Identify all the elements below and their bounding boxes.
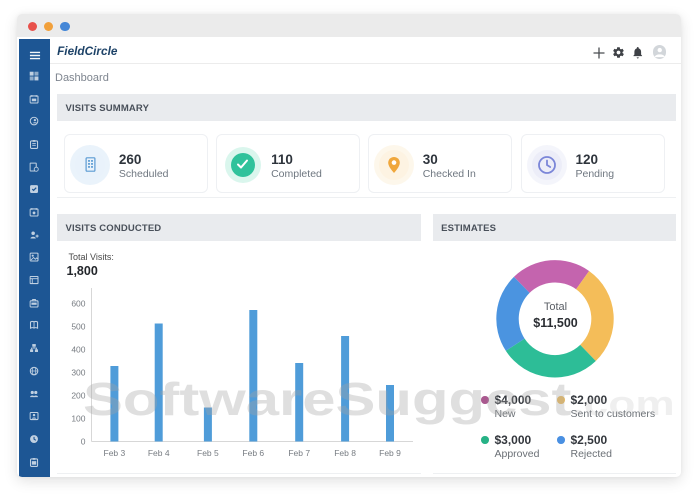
svg-text:Feb 4: Feb 4 xyxy=(148,448,170,458)
svg-text:Feb 6: Feb 6 xyxy=(242,448,264,458)
svg-text:0: 0 xyxy=(81,437,86,447)
svg-text:100: 100 xyxy=(71,414,85,424)
svg-text:300: 300 xyxy=(71,368,85,378)
svg-text:Feb 3: Feb 3 xyxy=(104,448,126,458)
svg-text:Feb 9: Feb 9 xyxy=(379,448,401,458)
svg-text:Feb 7: Feb 7 xyxy=(288,448,310,458)
svg-text:200: 200 xyxy=(71,391,85,401)
svg-text:500: 500 xyxy=(71,322,85,332)
svg-text:600: 600 xyxy=(71,299,85,309)
svg-text:Feb 5: Feb 5 xyxy=(197,448,219,458)
svg-text:400: 400 xyxy=(71,345,85,355)
svg-text:Feb 8: Feb 8 xyxy=(334,448,356,458)
